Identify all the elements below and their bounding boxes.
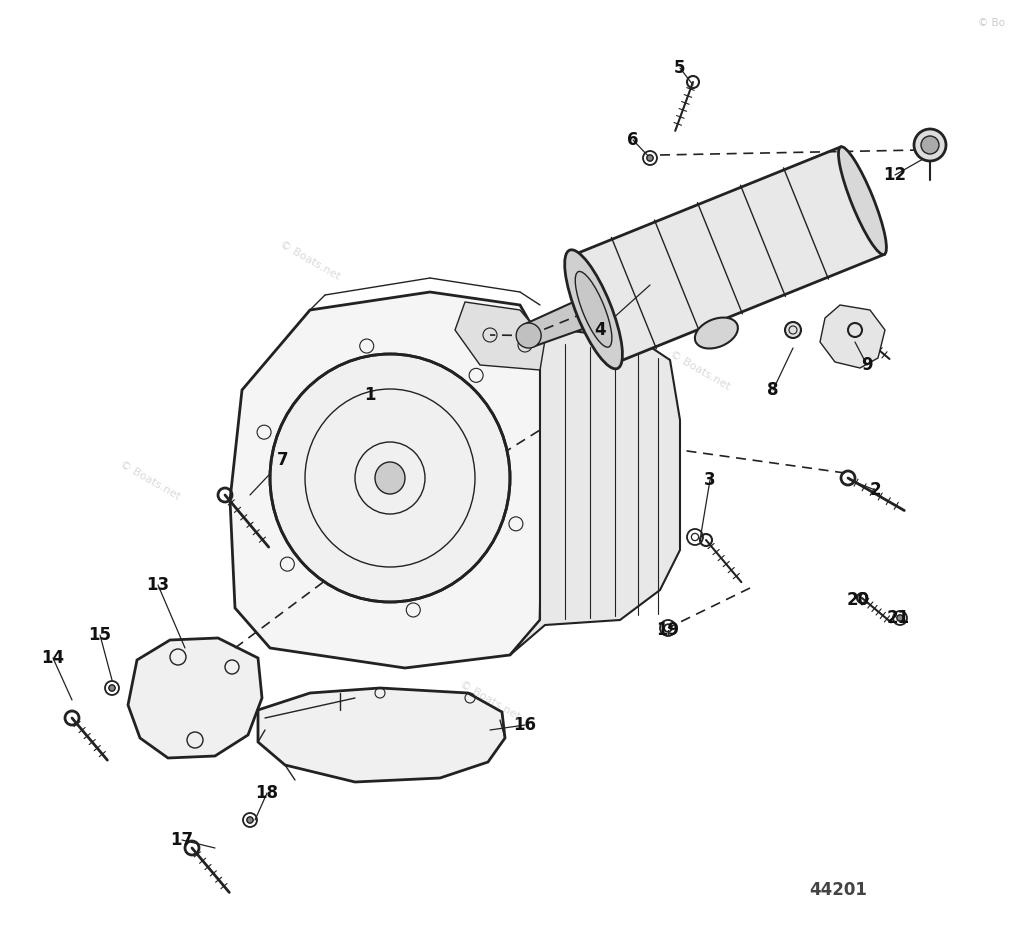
Text: © Boats.net: © Boats.net [668, 349, 732, 392]
Text: 16: 16 [514, 716, 537, 734]
Circle shape [247, 817, 253, 823]
Polygon shape [571, 147, 884, 363]
Text: 9: 9 [861, 356, 873, 374]
Text: 8: 8 [767, 381, 779, 399]
Circle shape [897, 615, 903, 621]
Text: © Boats.net: © Boats.net [458, 678, 522, 721]
Polygon shape [510, 330, 680, 655]
Circle shape [109, 685, 115, 691]
Ellipse shape [576, 272, 612, 347]
Text: 6: 6 [627, 131, 638, 149]
Text: © Boats.net: © Boats.net [278, 238, 342, 281]
Ellipse shape [517, 323, 541, 348]
Ellipse shape [375, 462, 405, 494]
Text: 19: 19 [657, 621, 680, 639]
Text: 15: 15 [88, 626, 112, 644]
Text: 20: 20 [847, 591, 870, 609]
Ellipse shape [838, 147, 886, 254]
Circle shape [914, 129, 946, 161]
Text: 7: 7 [277, 451, 289, 469]
Text: 12: 12 [883, 166, 906, 184]
Polygon shape [524, 295, 599, 346]
Text: 18: 18 [256, 784, 278, 802]
Polygon shape [455, 302, 545, 370]
Text: 44201: 44201 [809, 881, 867, 899]
Ellipse shape [270, 354, 510, 602]
Text: 3: 3 [704, 471, 716, 489]
Text: © Boats.net: © Boats.net [118, 459, 182, 501]
Text: 14: 14 [42, 649, 65, 667]
Text: 4: 4 [594, 321, 606, 339]
Circle shape [647, 155, 653, 161]
Text: 17: 17 [171, 831, 194, 849]
Ellipse shape [564, 250, 622, 369]
Text: 5: 5 [674, 59, 686, 77]
Polygon shape [230, 292, 545, 668]
Polygon shape [128, 638, 262, 758]
Circle shape [785, 322, 801, 338]
Polygon shape [258, 688, 505, 782]
Text: © Bo: © Bo [978, 18, 1005, 28]
Circle shape [921, 136, 939, 154]
Ellipse shape [695, 318, 738, 348]
Text: 13: 13 [146, 576, 170, 594]
Polygon shape [820, 305, 885, 368]
Text: 21: 21 [886, 609, 909, 627]
Text: 2: 2 [869, 481, 881, 499]
Text: 1: 1 [364, 386, 376, 404]
